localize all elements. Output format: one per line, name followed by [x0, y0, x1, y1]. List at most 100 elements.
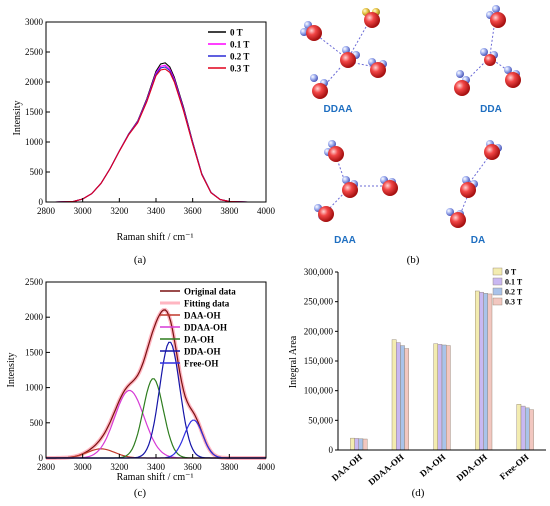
- x-tick-label: Free-OH: [498, 452, 531, 482]
- bar: [350, 437, 355, 451]
- ddaa-label: DDAA: [324, 104, 353, 115]
- x-tick-label: 3000: [74, 462, 93, 472]
- y-tick-label: 500: [30, 418, 44, 428]
- x-tick-label: 3400: [147, 206, 166, 216]
- x-tick-label: 3600: [184, 206, 203, 216]
- bar: [445, 345, 451, 451]
- component-line: [46, 378, 266, 459]
- y-tick-label: 1000: [25, 383, 44, 393]
- bar: [358, 438, 364, 451]
- da-cluster: DA: [446, 140, 502, 246]
- bar: [483, 293, 489, 451]
- legend-label: Original data: [184, 287, 236, 297]
- bar: [391, 339, 397, 451]
- x-tick-label: 2800: [37, 206, 56, 216]
- molecule-diagram: DDAA DDA: [300, 5, 521, 266]
- y-tick-label: 50,000: [308, 415, 333, 425]
- dda-cluster: DDA: [454, 5, 521, 115]
- legend-label: 0 T: [505, 268, 517, 277]
- y-axis-label: Intensity: [12, 101, 23, 136]
- bar: [404, 348, 409, 451]
- bar: [395, 342, 401, 451]
- legend-label: 0 T: [230, 28, 243, 38]
- y-tick-label: 300,000: [304, 267, 334, 277]
- legend-label: DA-OH: [184, 335, 214, 345]
- y-tick-label: 3000: [25, 17, 44, 27]
- peak-fitting-chart: 2800 3000 3200 3400 3600 3800 4000 0 500 1000 1500…: [6, 277, 276, 499]
- component-line: [46, 389, 266, 459]
- x-tick-label: 3000: [74, 206, 93, 216]
- panel-label: (b): [407, 254, 420, 265]
- bar: [433, 343, 439, 451]
- x-axis-label: Raman shift / cm⁻¹: [117, 232, 194, 243]
- series-line: [55, 62, 266, 203]
- series-line: [55, 64, 266, 203]
- series-line: [55, 66, 266, 203]
- legend-label: Free-OH: [184, 359, 218, 369]
- panel-c: 2800 3000 3200 3400 3600 3800 4000 0 500 1000 1500…: [0, 262, 280, 501]
- y-tick-label: 1500: [25, 347, 44, 357]
- plot-frame: [45, 281, 267, 459]
- original-line: [46, 309, 266, 459]
- y-tick-label: 2000: [25, 77, 44, 87]
- legend-label: DAA-OH: [184, 311, 221, 321]
- bar: [529, 409, 534, 451]
- x-tick-label: DDA-OH: [454, 452, 488, 483]
- legend-label: 0.2 T: [230, 52, 249, 62]
- bar: [400, 345, 405, 451]
- bar: [516, 404, 522, 451]
- da-label: DA: [471, 235, 485, 246]
- integral-area-bar-chart: 0 50,000 100,000 150,000 200,000 250,000 300,0…: [288, 267, 546, 499]
- bar: [520, 405, 526, 451]
- panel-label: (a): [134, 254, 147, 265]
- y-axis-label: Integral Area: [288, 335, 299, 388]
- panel-d: 0 50,000 100,000 150,000 200,000 250,000 300,0…: [280, 262, 550, 501]
- legend-label: 0.2 T: [505, 288, 523, 297]
- legend-label: 0.3 T: [505, 298, 523, 307]
- fitting-line: [46, 307, 266, 460]
- y-tick-label: 100,000: [304, 386, 334, 396]
- bar: [487, 293, 493, 451]
- x-tick-label: 2800: [37, 462, 56, 472]
- x-tick-label: 3200: [110, 206, 129, 216]
- x-tick-label: 3200: [110, 462, 129, 472]
- bar: [362, 438, 368, 451]
- panel-label: (c): [134, 487, 147, 499]
- x-tick-label: 3800: [220, 206, 239, 216]
- legend-swatch: [492, 277, 503, 286]
- x-tick-label: DA-OH: [418, 452, 447, 479]
- y-tick-label: 1500: [25, 107, 44, 117]
- component-line: [46, 341, 266, 459]
- ddaa-cluster: DDAA: [300, 8, 387, 115]
- x-tick-label: 3800: [220, 462, 239, 472]
- y-tick-label: 0: [329, 445, 334, 455]
- x-tick-label: 3400: [147, 462, 166, 472]
- raman-spectra-chart: 2800 3000 3200 3400 3600 3800 4000 0 500 1000 1500…: [12, 17, 276, 266]
- legend-label: DDAA-OH: [184, 323, 227, 333]
- x-tick-label: 3600: [184, 462, 203, 472]
- bar: [441, 344, 447, 451]
- legend-label: 0.3 T: [230, 64, 249, 74]
- y-tick-label: 150,000: [304, 356, 334, 366]
- y-tick-label: 0: [39, 197, 44, 207]
- x-axis-label: Raman shift / cm⁻¹: [117, 472, 194, 483]
- x-tick-label: DAA-OH: [330, 452, 364, 483]
- daa-label: DAA: [334, 235, 356, 246]
- y-tick-label: 1000: [25, 137, 44, 147]
- bar: [524, 407, 530, 451]
- panel-a: 2800 3000 3200 3400 3600 3800 4000 0 500 1000 1500…: [0, 0, 280, 266]
- legend-label: Fitting data: [184, 299, 230, 309]
- y-tick-label: 2500: [25, 47, 44, 57]
- y-tick-label: 250,000: [304, 297, 334, 307]
- legend-swatch: [492, 287, 503, 296]
- y-tick-label: 200,000: [304, 326, 334, 336]
- legend-label: 0.1 T: [505, 278, 523, 287]
- series-line: [55, 68, 266, 203]
- x-tick-label: 4000: [257, 462, 276, 472]
- legend-label: DDA-OH: [184, 347, 221, 357]
- y-tick-label: 0: [39, 453, 44, 463]
- component-line: [46, 419, 266, 459]
- panel-label: (d): [412, 487, 425, 499]
- legend-swatch: [492, 297, 503, 306]
- y-tick-label: 2500: [25, 277, 44, 287]
